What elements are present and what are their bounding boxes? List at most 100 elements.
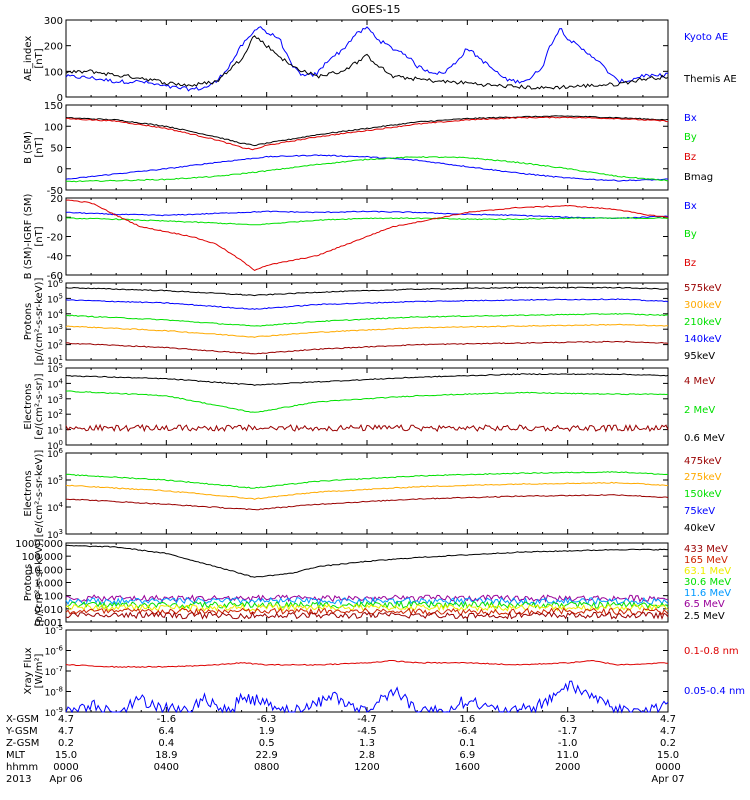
legend-label: 575keV (684, 283, 722, 294)
x-axis-value: -1.6 (157, 714, 177, 725)
series-line-0-1-0-8-nm (65, 659, 668, 668)
legend-label: Bmag (684, 172, 713, 183)
x-axis-row-label: X-GSM (6, 714, 39, 725)
y-tick-label: 0 (57, 93, 63, 104)
x-axis-value: -4.7 (357, 714, 377, 725)
y-axis-label-line: Electrons (23, 383, 34, 429)
legend-label: 140keV (684, 334, 722, 345)
x-axis-row-z-gsm: Z-GSM 0.2 0.4 0.5 1.3 0.1 -1.0 0.2 (6, 738, 676, 749)
x-axis-value: 22.9 (256, 750, 278, 761)
panel-frame (65, 452, 669, 535)
y-axis-label: B (SM)-IGRF (SM) [nT] (23, 194, 45, 280)
y-tick-label: 10-5 (45, 624, 63, 637)
y-tick-label: 20 (50, 194, 63, 205)
legend-label: 75keV (684, 506, 715, 517)
y-tick-label: 100 (44, 67, 63, 78)
x-axis-row-label: Y-GSM (5, 726, 38, 737)
y-tick-label: 200 (44, 42, 63, 53)
x-axis-value: Apr 07 (651, 774, 684, 785)
y-axis-label: B (SM) [nT] (23, 131, 45, 164)
x-axis-row-label: Z-GSM (6, 738, 39, 749)
x-axis-value: 2000 (555, 762, 580, 773)
x-axis-row-mlt: MLT 15.0 18.9 22.9 2.8 6.9 11.0 15.0 (6, 750, 679, 761)
series-line-bx (65, 210, 669, 220)
ae-panel: 300 200 100 0 AE_index [nT] Kyoto AE Themis AE (23, 16, 737, 104)
legend-label: 210keV (684, 317, 722, 328)
x-axis-value: 4.7 (660, 726, 676, 737)
y-axis-label-line: Xray Flux (23, 647, 34, 694)
series-line-475kev (66, 494, 669, 511)
series-line-bz (65, 116, 669, 151)
y-axis-label-line: [p/(cm²-s-sr-keV)] (34, 278, 45, 366)
x-axis-value: Apr 06 (49, 774, 82, 785)
series-line-4-mev (65, 423, 669, 433)
series-line-0-6-mev (65, 373, 669, 386)
y-tick-label: 101 (47, 354, 63, 367)
legend-label: By (684, 132, 697, 143)
y-tick-label: 105 (47, 474, 63, 487)
x-axis-value: -1.7 (558, 726, 578, 737)
x-axis-value: 15.0 (657, 750, 679, 761)
x-axis-value: -1.0 (558, 738, 578, 749)
y-tick-label: -20 (47, 233, 63, 244)
x-axis-value: 0.2 (58, 738, 74, 749)
series-line-kyoto-ae (65, 26, 669, 92)
legend-label: 475keV (684, 456, 722, 467)
legend-label: 0.6 MeV (684, 433, 725, 444)
x-axis-row-y-gsm: Y-GSM 4.7 6.4 1.9 -4.5 -6.4 -1.7 4.7 (5, 726, 676, 737)
y-axis-label: AE_index [nT] (23, 36, 45, 82)
y-tick-label: 104 (47, 308, 63, 321)
x-axis-table: X-GSM 4.7 -1.6 -6.3 -4.7 1.6 6.3 4.7 Y-GSM 4.7 6.4… (5, 714, 685, 785)
legend-label: 0.05-0.4 nm (684, 686, 745, 697)
y-tick-label: 100.000 (22, 552, 63, 563)
series-line-30-6-mev (65, 600, 669, 610)
legend-label: 0.1-0.8 nm (684, 646, 739, 657)
x-axis-value: 15.0 (55, 750, 77, 761)
legend-label: 433 MeV (684, 544, 728, 555)
series-line-by (65, 217, 669, 226)
y-tick-label: 1.000 (34, 579, 63, 590)
legend-label: 6.5 MeV (684, 599, 725, 610)
legend-label: 150keV (684, 489, 722, 500)
series-line-300kev (65, 323, 669, 338)
x-axis-value: 1200 (354, 762, 379, 773)
legend-label: 11.6 MeV (684, 588, 731, 599)
x-axis-value: 0.2 (660, 738, 676, 749)
legend-label: Bx (684, 113, 697, 124)
legend-label: Kyoto AE (684, 32, 728, 43)
y-tick-label: 10.000 (28, 565, 63, 576)
x-axis-value: 0400 (154, 762, 179, 773)
series-line-bmag (65, 115, 669, 147)
y-axis-label: Electrons [e/(cm²-s-sr)] (23, 373, 45, 439)
x-axis-row-label: hhmm (6, 762, 38, 773)
plot-title: GOES-15 (351, 3, 400, 16)
y-tick-label: 104 (47, 377, 63, 390)
series-line-140kev (65, 298, 669, 310)
legend-label: 2 MeV (684, 405, 715, 416)
x-axis-value: 0000 (53, 762, 78, 773)
series-line-themis-ae (65, 35, 669, 90)
x-axis-row-x-gsm: X-GSM 4.7 -1.6 -6.3 -4.7 1.6 6.3 4.7 (6, 714, 676, 725)
y-tick-label: -50 (47, 186, 63, 197)
y-axis-label-line: [e/(cm²-s-sr)] (34, 373, 45, 439)
legend-label: 40keV (684, 523, 715, 534)
y-axis-label-line: AE_index (23, 36, 34, 82)
legend-label: 300keV (684, 300, 722, 311)
x-axis-value: 0.1 (459, 738, 475, 749)
b-sm-panel: 150 100 50 0 -50 B (SM) [nT] Bx By Bz Bmag (23, 101, 713, 197)
legend-label: 2.5 MeV (684, 611, 725, 622)
y-tick-label: 1000.000 (15, 539, 63, 550)
y-axis-label-line: [W/m²] (34, 653, 45, 688)
x-axis-value: 6.3 (560, 714, 576, 725)
y-tick-label: 10-8 (45, 686, 63, 699)
series-line-by (66, 155, 669, 183)
series-line-575kev (65, 340, 669, 355)
y-tick-label: 0.001 (34, 618, 63, 629)
series-line-bz (65, 199, 669, 271)
y-axis-label-line: Protons (23, 564, 34, 601)
